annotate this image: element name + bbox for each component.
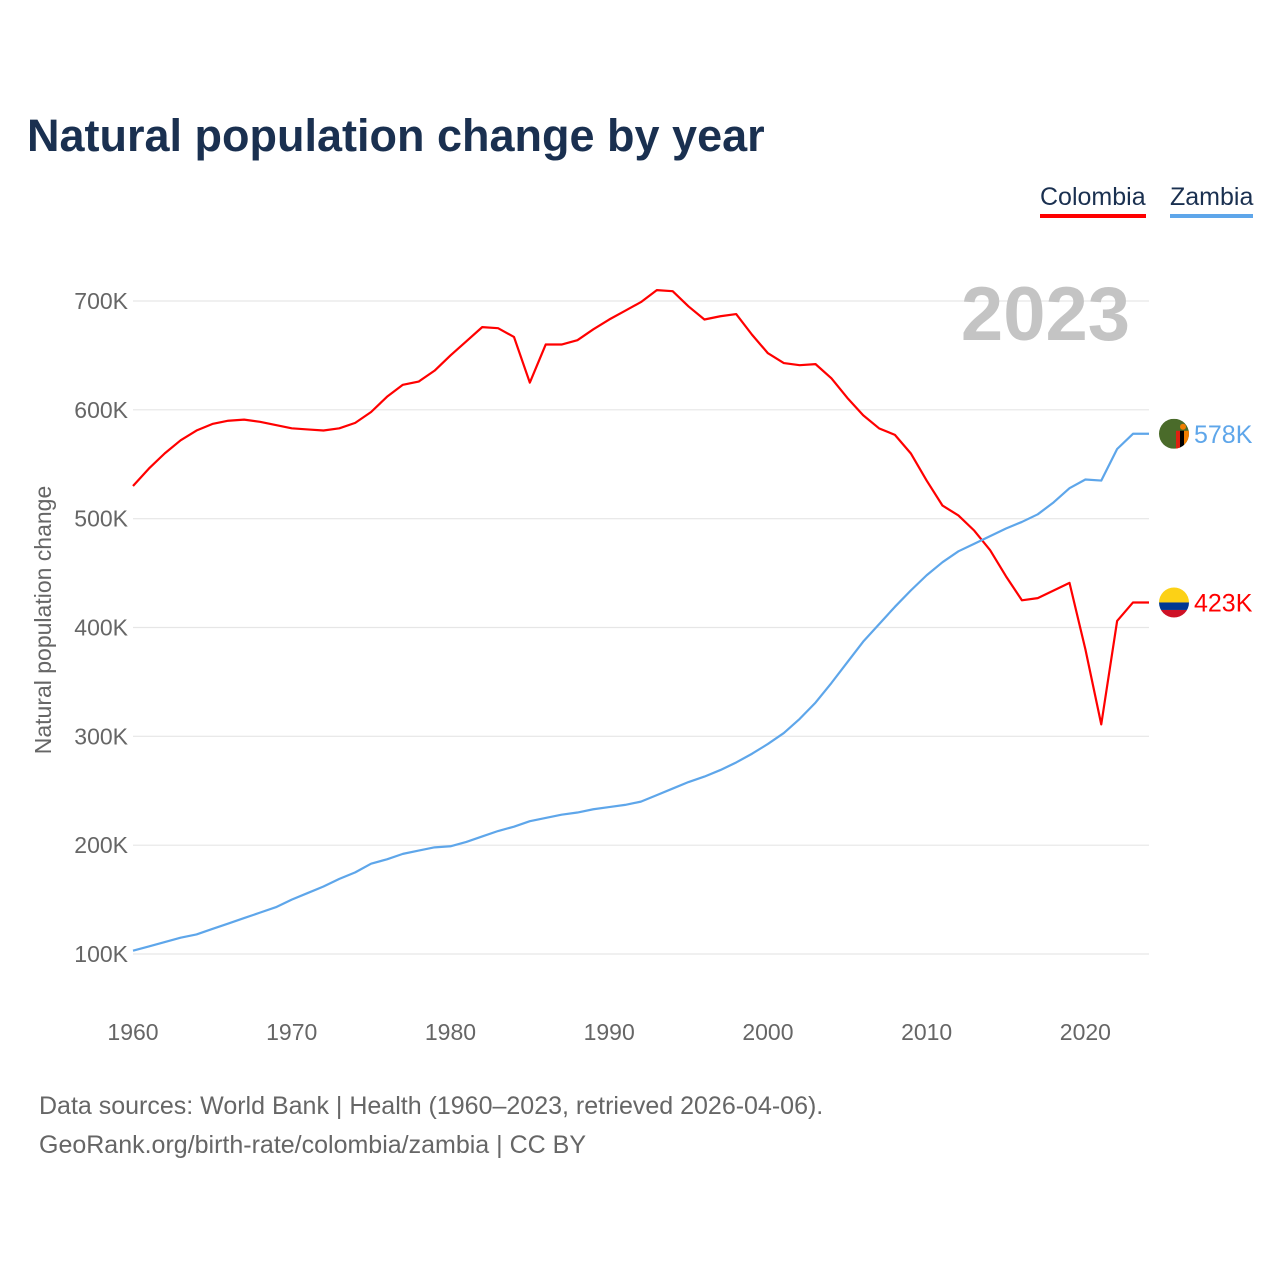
- y-tick-label: 400K: [74, 615, 128, 641]
- y-axis-label: Natural population change: [30, 486, 56, 755]
- legend-zambia[interactable]: Zambia: [1170, 183, 1254, 218]
- y-tick-label: 700K: [74, 288, 128, 314]
- chart-title: Natural population change by year: [27, 110, 765, 161]
- zambia-flag-icon: [1159, 418, 1189, 449]
- legend-colombia[interactable]: Colombia: [1040, 183, 1146, 218]
- x-tick-label: 1990: [584, 1019, 635, 1045]
- current-year-label: 2023: [961, 272, 1130, 357]
- end-value-label-colombia: 423K: [1194, 589, 1253, 617]
- y-tick-label: 500K: [74, 506, 128, 532]
- series-line-colombia: [132, 289, 1149, 726]
- colombia-flag-icon: [1159, 587, 1189, 618]
- y-tick-label: 100K: [74, 941, 128, 967]
- attribution-link[interactable]: GeoRank.org/birth-rate/colombia/zambia |…: [39, 1131, 586, 1159]
- x-tick-label: 2000: [742, 1019, 793, 1045]
- x-tick-label: 2010: [901, 1019, 952, 1045]
- end-value-label-zambia: 578K: [1194, 421, 1253, 449]
- y-tick-label: 300K: [74, 723, 128, 749]
- series-line-zambia: [132, 432, 1149, 952]
- y-tick-label: 200K: [74, 832, 128, 858]
- x-tick-label: 1980: [425, 1019, 476, 1045]
- data-source: Data sources: World Bank | Health (1960–…: [39, 1092, 824, 1120]
- x-tick-label: 1960: [107, 1019, 158, 1045]
- x-tick-label: 1970: [266, 1019, 317, 1045]
- x-tick-label: 2020: [1060, 1019, 1111, 1045]
- y-tick-label: 600K: [74, 397, 128, 423]
- footer: Data sources: World Bank | Health (1960–…: [39, 1087, 823, 1165]
